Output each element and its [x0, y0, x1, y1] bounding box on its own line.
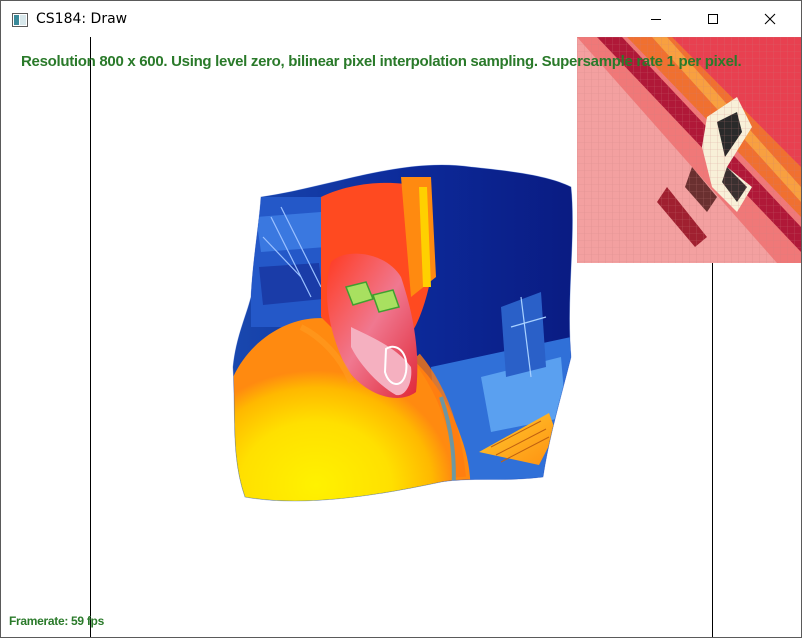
minimize-icon: [651, 19, 661, 20]
guide-line-left: [90, 37, 91, 637]
window-title: CS184: Draw: [36, 11, 128, 27]
title-bar[interactable]: CS184: Draw: [1, 1, 801, 37]
close-button[interactable]: [747, 1, 793, 37]
zoom-inset-panel: [577, 37, 801, 263]
render-status-text: Resolution 800 x 600. Using level zero, …: [21, 53, 742, 70]
guide-line-right: [712, 37, 713, 637]
close-icon: [764, 13, 776, 25]
warped-texture-image: [232, 164, 573, 502]
maximize-button[interactable]: [690, 1, 736, 37]
draw-canvas[interactable]: Resolution 800 x 600. Using level zero, …: [1, 37, 801, 637]
framerate-text: Framerate: 59 fps: [9, 614, 104, 628]
maximize-icon: [708, 14, 718, 24]
minimize-button[interactable]: [633, 1, 679, 37]
app-window-icon: [12, 12, 28, 27]
pixel-zoom-view: [577, 37, 801, 263]
